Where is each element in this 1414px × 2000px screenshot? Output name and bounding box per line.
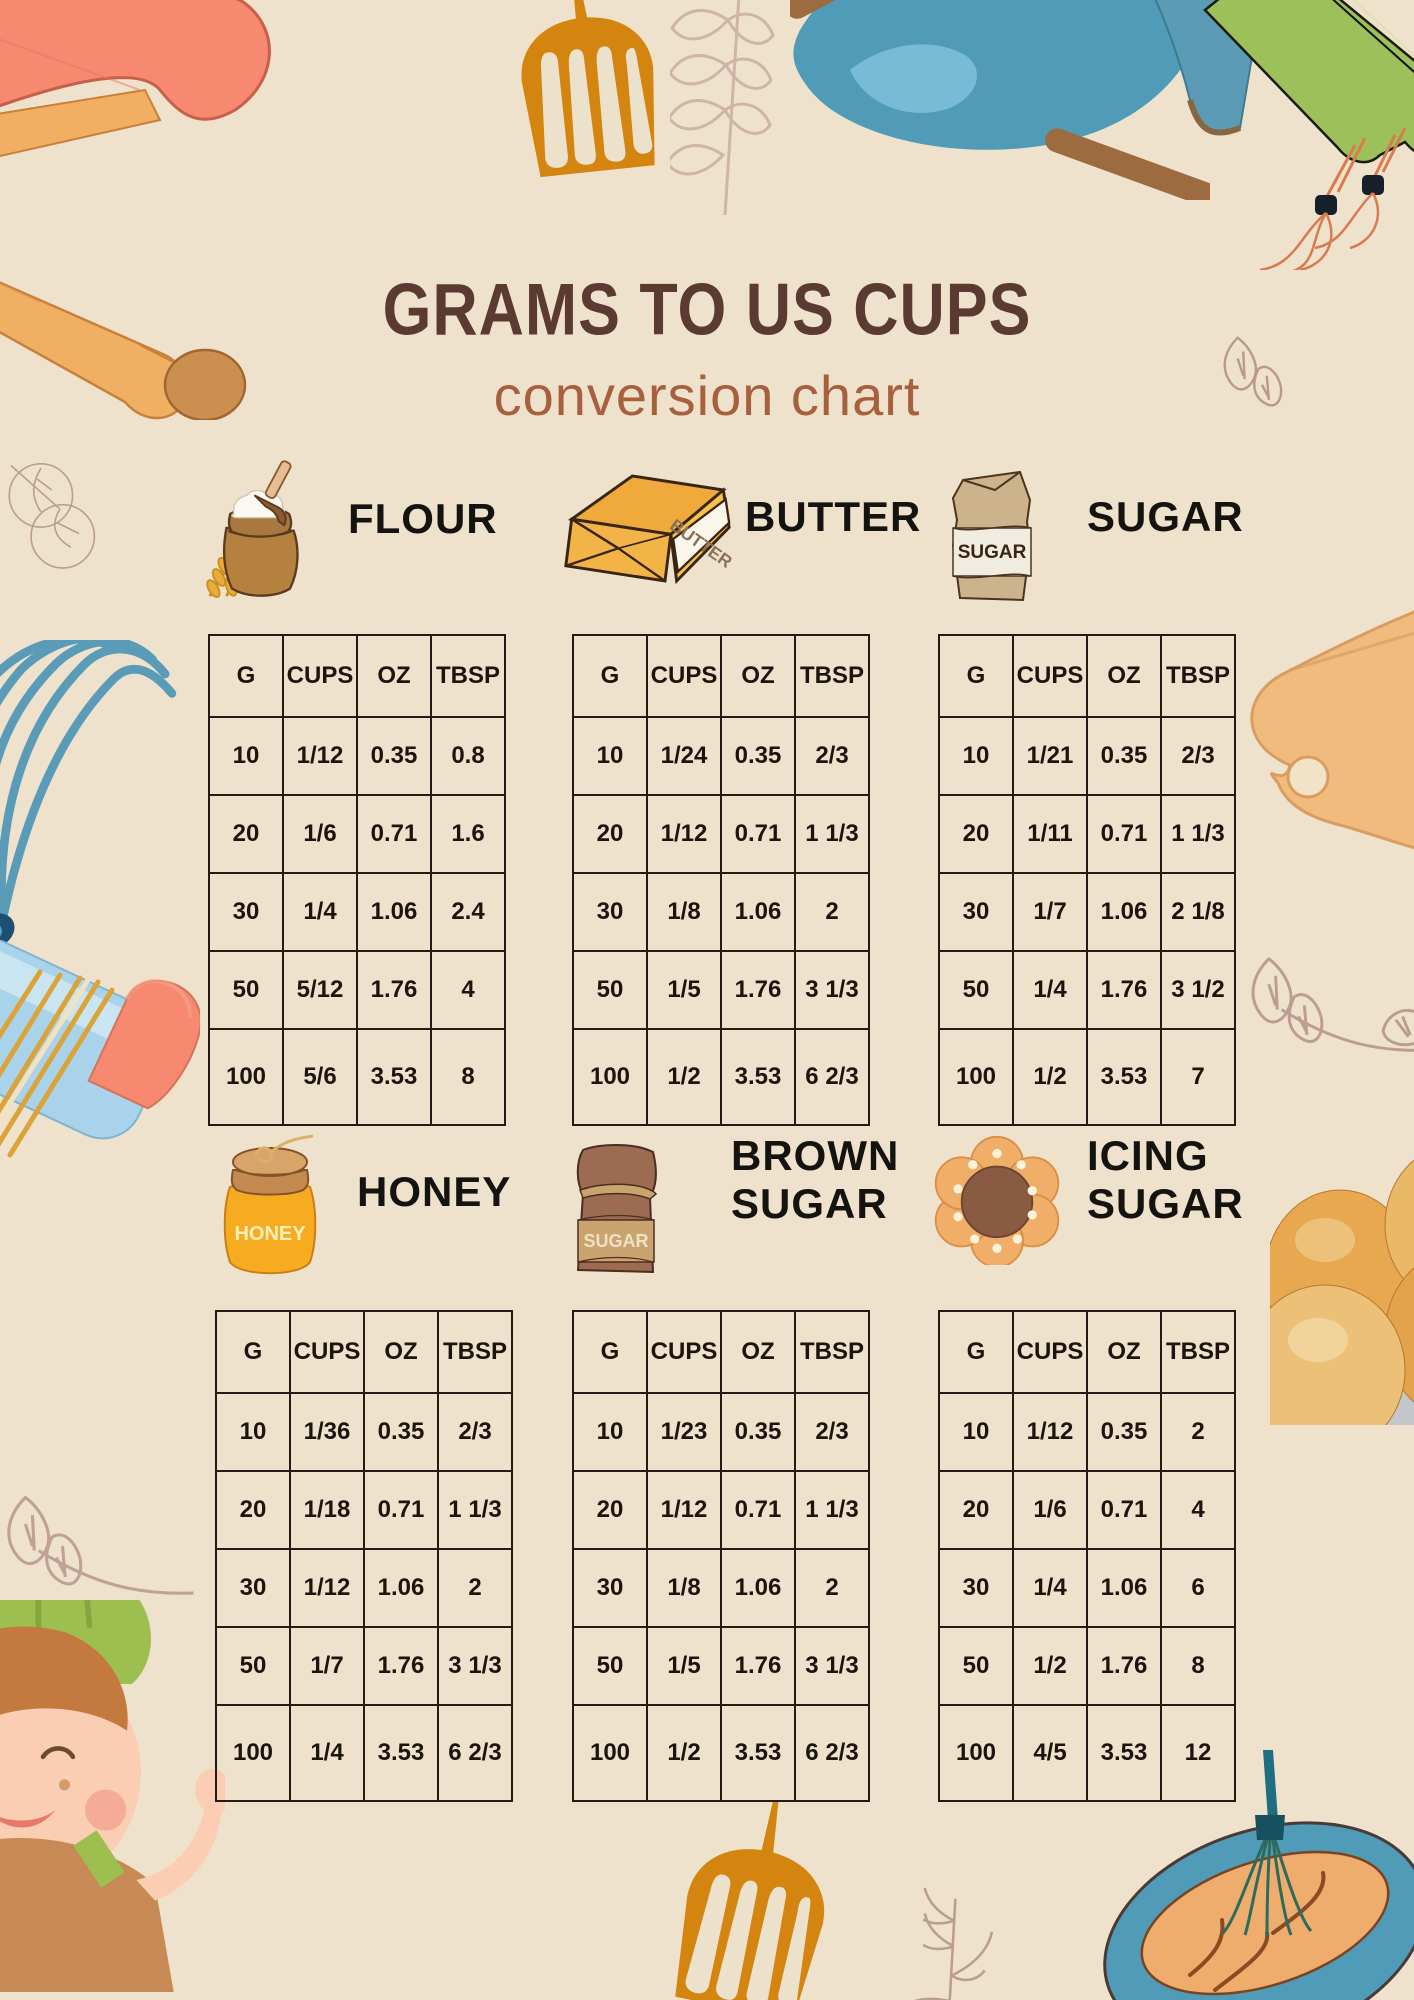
svg-text:SUGAR: SUGAR <box>958 542 1027 563</box>
svg-text:HONEY: HONEY <box>234 1223 306 1245</box>
svg-text:SUGAR: SUGAR <box>583 1231 648 1251</box>
